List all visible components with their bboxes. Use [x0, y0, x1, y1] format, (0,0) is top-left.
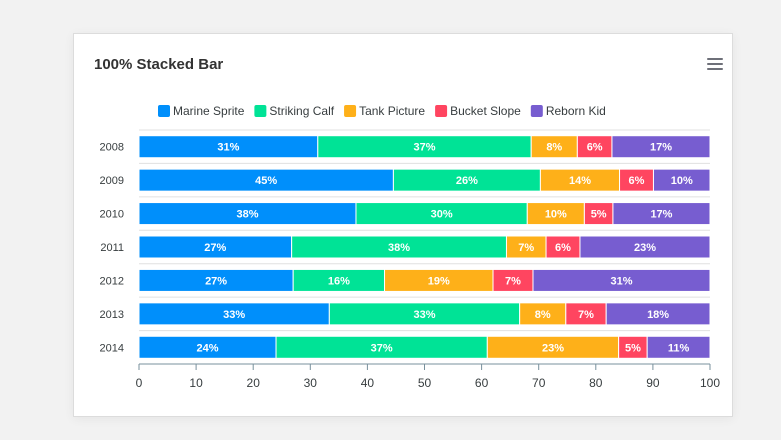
y-tick-label: 2012	[100, 275, 124, 287]
legend-item[interactable]: Reborn Kid	[530, 104, 606, 118]
data-label: 17%	[650, 142, 672, 154]
x-tick-label: 50	[418, 376, 432, 390]
legend-item[interactable]: Marine Sprite	[158, 104, 245, 118]
chart-title: 100% Stacked Bar	[94, 56, 224, 73]
legend-label: Reborn Kid	[546, 104, 606, 118]
data-label: 33%	[223, 309, 245, 321]
data-label: 7%	[505, 275, 521, 287]
chart-legend: Marine Sprite Striking Calf Tank Picture Bu…	[158, 104, 606, 118]
data-label: 18%	[647, 309, 669, 321]
legend-label: Striking Calf	[269, 104, 334, 118]
y-tick-label: 2011	[100, 242, 124, 254]
data-label: 37%	[371, 342, 393, 354]
hamburger-menu-icon[interactable]	[707, 58, 723, 72]
bar-segment	[611, 135, 711, 159]
y-tick-label: 2010	[100, 209, 124, 221]
data-label: 27%	[204, 242, 226, 254]
data-label: 23%	[542, 342, 564, 354]
data-label: 38%	[388, 242, 410, 254]
data-label: 27%	[205, 275, 227, 287]
data-label: 7%	[518, 242, 534, 254]
chart-grid	[139, 129, 710, 365]
chart-bars: 31% 37% 8% 6% 17% 45% 26% 14% 6% 10% 38% 30% 10% 5% 17…	[138, 135, 711, 359]
data-label: 7%	[578, 309, 594, 321]
y-tick-label: 2014	[100, 342, 124, 354]
data-label: 8%	[535, 309, 551, 321]
data-label: 6%	[587, 142, 603, 154]
data-label: 17%	[650, 209, 672, 221]
legend-label: Bucket Slope	[450, 104, 521, 118]
bar-segment	[579, 235, 711, 259]
data-label: 5%	[591, 209, 607, 221]
bar-segment	[532, 268, 711, 292]
legend-marker	[158, 105, 170, 117]
data-label: 23%	[634, 242, 656, 254]
data-label: 19%	[428, 275, 450, 287]
data-label: 8%	[546, 142, 562, 154]
data-label: 37%	[413, 142, 435, 154]
y-tick-label: 2009	[100, 175, 124, 187]
data-label: 6%	[555, 242, 571, 254]
x-tick-label: 80	[589, 376, 603, 390]
bar-segment	[646, 335, 711, 359]
x-axis: 0 10 20 30 40 50 60 70 80 90 100	[136, 363, 720, 390]
x-tick-label: 100	[700, 376, 720, 390]
data-label: 6%	[629, 175, 645, 187]
legend-item[interactable]: Tank Picture	[344, 104, 425, 118]
x-tick-label: 70	[532, 376, 546, 390]
x-tick-label: 90	[646, 376, 660, 390]
x-tick-label: 20	[247, 376, 261, 390]
bar-segment	[612, 202, 711, 226]
data-label: 26%	[456, 175, 478, 187]
legend-label: Marine Sprite	[173, 104, 245, 118]
legend-marker	[344, 105, 357, 117]
legend-marker	[254, 105, 267, 117]
data-label: 16%	[328, 275, 350, 287]
data-label: 10%	[545, 209, 567, 221]
legend-marker	[435, 105, 448, 117]
x-tick-label: 30	[304, 376, 318, 390]
bar-segment	[652, 168, 711, 192]
bar-segment	[605, 302, 711, 326]
data-label: 10%	[671, 175, 693, 187]
data-label: 45%	[255, 175, 277, 187]
data-label: 31%	[610, 275, 632, 287]
legend-item[interactable]: Striking Calf	[254, 104, 335, 118]
data-label: 24%	[197, 342, 219, 354]
data-label: 38%	[236, 209, 258, 221]
legend-marker	[530, 105, 543, 117]
y-axis: 2008 2009 2010 2011 2012 2013 2014	[100, 142, 124, 355]
x-tick-label: 0	[136, 376, 143, 390]
y-tick-label: 2013	[100, 309, 124, 321]
legend-item[interactable]: Bucket Slope	[435, 104, 521, 118]
data-label: 14%	[569, 175, 591, 187]
legend-label: Tank Picture	[359, 104, 425, 118]
data-label: 30%	[431, 209, 453, 221]
data-label: 33%	[413, 309, 435, 321]
data-label: 11%	[668, 342, 690, 354]
data-label: 5%	[625, 342, 641, 354]
x-tick-label: 40	[361, 376, 375, 390]
x-tick-label: 10	[189, 376, 203, 390]
x-tick-label: 60	[475, 376, 489, 390]
data-label: 31%	[217, 142, 239, 154]
y-tick-label: 2008	[100, 142, 124, 154]
